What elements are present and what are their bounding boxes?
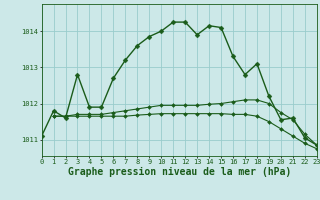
X-axis label: Graphe pression niveau de la mer (hPa): Graphe pression niveau de la mer (hPa) [68, 167, 291, 177]
